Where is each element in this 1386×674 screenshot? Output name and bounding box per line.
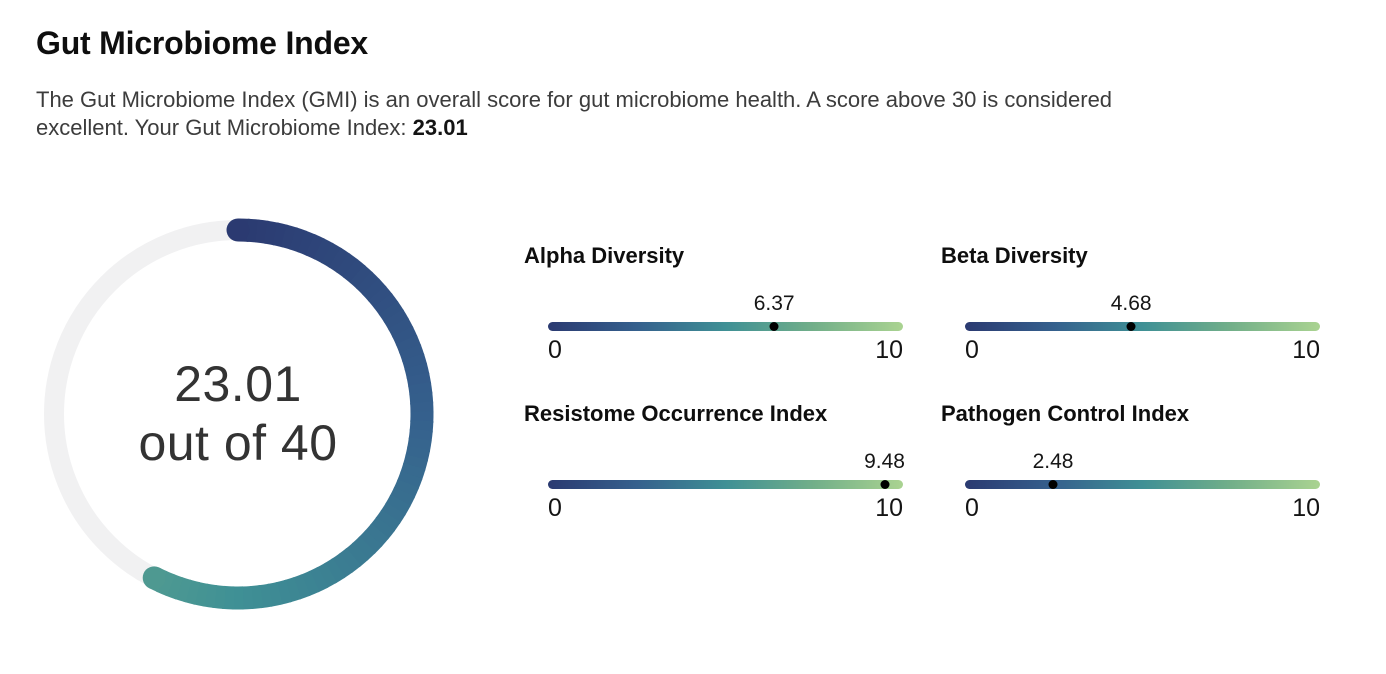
slider-label: Beta Diversity bbox=[941, 243, 1088, 268]
slider-scale: 0 10 bbox=[965, 494, 1320, 523]
scale-max: 10 bbox=[875, 494, 903, 522]
scale-max: 10 bbox=[875, 336, 903, 364]
gauge-caption: out of 40 bbox=[138, 415, 338, 471]
slider-track-area: 6.37 0 10 bbox=[548, 292, 903, 365]
gradient-track bbox=[548, 322, 903, 331]
value-marker-dot bbox=[1048, 480, 1058, 489]
scale-max: 10 bbox=[1292, 494, 1320, 522]
gauge-value: 23.01 bbox=[174, 356, 302, 412]
value-marker-dot bbox=[769, 322, 779, 331]
gmi-score-inline: 23.01 bbox=[412, 114, 468, 140]
value-marker-dot bbox=[1126, 322, 1136, 331]
intro-line-1: The Gut Microbiome Index (GMI) is an ove… bbox=[36, 87, 1113, 112]
slider-beta-diversity: Beta Diversity 4.68 0 10 bbox=[941, 243, 1331, 365]
gmi-gauge: 23.01 out of 40 bbox=[42, 218, 434, 610]
scale-max: 10 bbox=[1292, 336, 1320, 364]
intro-text: The Gut Microbiome Index (GMI) is an ove… bbox=[36, 86, 1112, 141]
page-title: Gut Microbiome Index bbox=[36, 25, 369, 61]
intro-line-2: excellent. Your Gut Microbiome Index: bbox=[36, 114, 413, 140]
slider-value: 6.37 bbox=[753, 292, 795, 315]
slider-track-area: 4.68 0 10 bbox=[965, 292, 1320, 365]
slider-track-area: 2.48 0 10 bbox=[965, 450, 1320, 523]
slider-label: Alpha Diversity bbox=[524, 243, 685, 268]
scale-min: 0 bbox=[548, 494, 562, 522]
slider-value: 4.68 bbox=[1110, 292, 1152, 315]
sub-scores-grid: Alpha Diversity 6.37 0 10 Beta Diversity… bbox=[524, 243, 1331, 523]
slider-alpha-diversity: Alpha Diversity 6.37 0 10 bbox=[524, 243, 941, 365]
scale-min: 0 bbox=[965, 494, 979, 522]
slider-value: 2.48 bbox=[1032, 450, 1074, 473]
gauge-center-text: 23.01 out of 40 bbox=[42, 218, 434, 610]
slider-scale: 0 10 bbox=[548, 336, 903, 365]
scale-min: 0 bbox=[548, 336, 562, 364]
slider-label: Resistome Occurrence Index bbox=[524, 401, 828, 426]
slider-scale: 0 10 bbox=[965, 336, 1320, 365]
value-marker-dot bbox=[880, 480, 890, 489]
slider-scale: 0 10 bbox=[548, 494, 903, 523]
slider-track-area: 9.48 0 10 bbox=[548, 450, 905, 523]
slider-resistome-occurrence-index: Resistome Occurrence Index 9.48 0 10 bbox=[524, 401, 941, 523]
slider-label: Pathogen Control Index bbox=[941, 401, 1190, 426]
slider-pathogen-control-index: Pathogen Control Index 2.48 0 10 bbox=[941, 401, 1331, 523]
gradient-track bbox=[965, 322, 1320, 331]
scale-min: 0 bbox=[965, 336, 979, 364]
gradient-track bbox=[965, 480, 1320, 489]
gradient-track bbox=[548, 480, 903, 489]
gauge-ring bbox=[44, 218, 434, 610]
slider-value: 9.48 bbox=[864, 450, 905, 473]
